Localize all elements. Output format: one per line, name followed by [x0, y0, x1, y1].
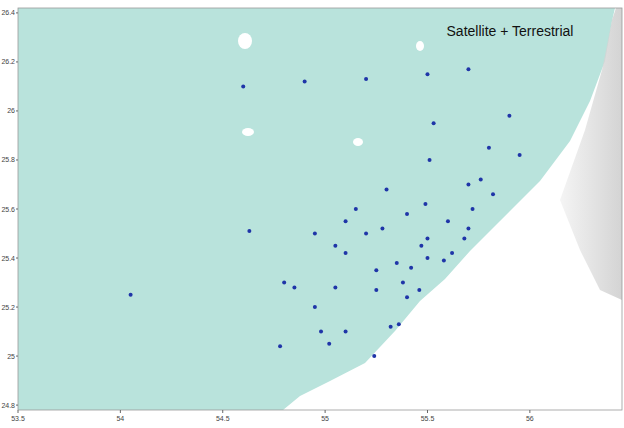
vessel-point	[487, 146, 491, 150]
vessel-point	[401, 281, 405, 285]
x-tick	[222, 410, 223, 413]
vessel-point	[466, 182, 470, 186]
y-tick-label: 26	[7, 107, 15, 114]
x-tick-label: 54.5	[216, 415, 230, 422]
vessel-point	[428, 158, 432, 162]
vessel-point	[333, 285, 337, 289]
vessel-point	[372, 354, 376, 358]
vessel-point	[425, 72, 429, 76]
island	[353, 138, 363, 146]
vessel-point	[471, 207, 475, 211]
vessel-point	[313, 305, 317, 309]
vessel-point	[374, 288, 378, 292]
vessel-point	[462, 236, 466, 240]
land	[283, 8, 622, 410]
mountains	[560, 8, 622, 300]
vessel-point	[282, 281, 286, 285]
y-tick	[16, 209, 18, 210]
x-tick-label: 55	[321, 415, 329, 422]
vessel-point	[374, 268, 378, 272]
y-tick-label: 25.8	[1, 156, 15, 163]
y-tick-label: 24.8	[1, 402, 15, 409]
vessel-point	[423, 202, 427, 206]
y-tick-label: 25.4	[1, 255, 15, 262]
vessel-point	[425, 236, 429, 240]
vessel-point	[364, 232, 368, 236]
y-tick-label: 25.2	[1, 304, 15, 311]
vessel-point	[344, 330, 348, 334]
y-tick	[16, 405, 18, 406]
vessel-point	[395, 261, 399, 265]
vessel-point	[466, 227, 470, 231]
island	[242, 128, 254, 136]
y-tick	[16, 61, 18, 62]
plot-area	[18, 8, 622, 410]
vessel-point	[327, 342, 331, 346]
vessel-point	[292, 285, 296, 289]
x-tick	[18, 410, 19, 413]
sea	[18, 8, 622, 410]
vessel-point	[405, 295, 409, 299]
vessel-point	[344, 219, 348, 223]
vessel-point	[278, 344, 282, 348]
vessel-point	[425, 256, 429, 260]
y-tick-label: 25	[7, 353, 15, 360]
plot-frame	[18, 8, 622, 410]
vessel-point	[389, 325, 393, 329]
vessel-point	[417, 288, 421, 292]
vessel-point	[129, 293, 133, 297]
vessel-point	[380, 227, 384, 231]
vessel-point	[507, 114, 511, 118]
vessel-point	[241, 84, 245, 88]
map-root: 53.5 54 54.5 55 55.5 56 24.8 25 25.2 25.4 25.6 25.8…	[0, 0, 624, 428]
title: Satellite + Terrestrial	[447, 23, 574, 39]
y-tick	[16, 12, 18, 13]
x-tick	[120, 410, 121, 413]
x-tick	[529, 410, 530, 413]
vessel-point	[466, 67, 470, 71]
vessel-point	[385, 187, 389, 191]
x-tick	[427, 410, 428, 413]
y-tick-label: 26.2	[1, 58, 15, 65]
x-tick-label: 55.5	[421, 415, 435, 422]
vessel-point	[419, 244, 423, 248]
y-tick	[16, 307, 18, 308]
vessel-points	[129, 67, 522, 358]
y-tick	[16, 258, 18, 259]
y-tick	[16, 110, 18, 111]
vessel-point	[446, 219, 450, 223]
vessel-point	[354, 207, 358, 211]
vessel-point	[319, 330, 323, 334]
island	[238, 33, 252, 49]
vessel-point	[409, 266, 413, 270]
vessel-point	[333, 244, 337, 248]
vessel-point	[479, 178, 483, 182]
vessel-point	[491, 192, 495, 196]
y-tick	[16, 356, 18, 357]
vessel-point	[344, 251, 348, 255]
vessel-point	[364, 77, 368, 81]
vessel-point	[397, 322, 401, 326]
map-svg: 53.5 54 54.5 55 55.5 56 24.8 25 25.2 25.4 25.6 25.8…	[0, 0, 624, 428]
x-tick-label: 53.5	[11, 415, 25, 422]
vessel-point	[405, 212, 409, 216]
y-tick-label: 26.4	[1, 9, 15, 16]
vessel-point	[247, 229, 251, 233]
vessel-point	[313, 232, 317, 236]
vessel-point	[442, 258, 446, 262]
y-tick-label: 25.6	[1, 206, 15, 213]
vessel-point	[303, 80, 307, 84]
vessel-point	[518, 153, 522, 157]
vessel-point	[450, 251, 454, 255]
vessel-point	[432, 121, 436, 125]
island	[416, 41, 424, 51]
x-tick-label: 54	[116, 415, 124, 422]
y-tick	[16, 159, 18, 160]
x-tick	[325, 410, 326, 413]
x-tick-label: 56	[526, 415, 534, 422]
